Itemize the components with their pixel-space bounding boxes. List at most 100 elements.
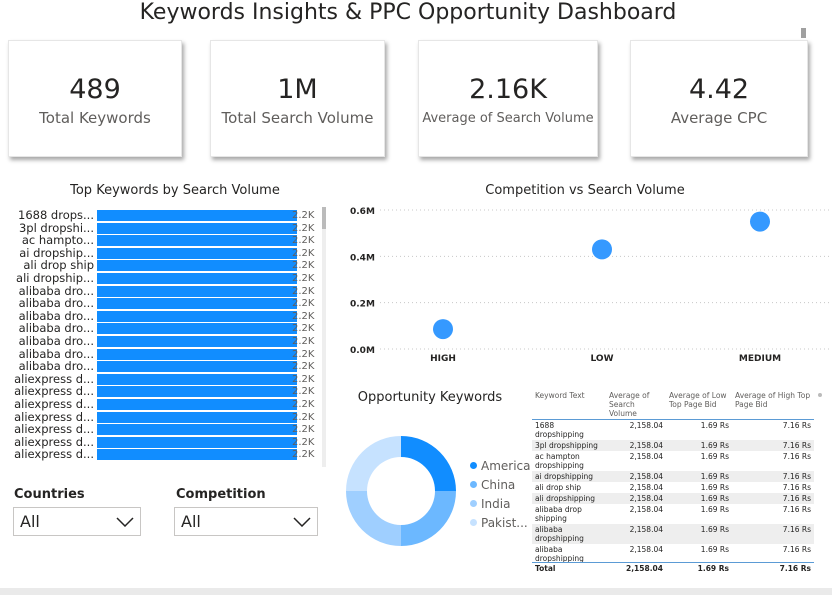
bar-row[interactable]: aliexpress d... 2.2K: [10, 371, 320, 386]
table-row[interactable]: alibaba dropshipping 2,158.04 1.69 Rs 7.16 …: [532, 524, 814, 544]
column-header[interactable]: Keyword Text: [532, 390, 606, 420]
column-header[interactable]: Average of High Top Page Bid: [732, 390, 814, 420]
table-cell: 7.16 Rs: [732, 471, 814, 482]
legend-item[interactable]: America: [470, 456, 531, 475]
table-row[interactable]: ali dropshipping 2,158.04 1.69 Rs 7.16 Rs: [532, 493, 814, 504]
table-row[interactable]: alibaba drop shipping 2,158.04 1.69 Rs 7.16…: [532, 504, 814, 524]
kpi-value: 4.42: [688, 74, 750, 105]
table-cell: 1.69 Rs: [700, 545, 729, 554]
bar-label: aliexpress d...: [14, 371, 94, 386]
bar-data-label: 2.2K: [292, 285, 315, 297]
bar[interactable]: [97, 222, 297, 234]
bar-row[interactable]: alibaba dro... 2.2K: [10, 297, 320, 310]
table-row[interactable]: ali drop ship 2,158.04 1.69 Rs 7.16 Rs: [532, 482, 814, 493]
table-row[interactable]: ai dropshipping 2,158.04 1.69 Rs 7.16 Rs: [532, 471, 814, 482]
bar[interactable]: [97, 210, 297, 221]
bar-row[interactable]: 1688 drops... 2.2K: [10, 209, 320, 221]
donut-slice[interactable]: [346, 436, 401, 491]
bar[interactable]: [97, 449, 297, 461]
bar-row[interactable]: ali dropship... 2.2K: [10, 272, 320, 284]
scrollbar-thumb[interactable]: [801, 28, 806, 38]
table-row[interactable]: ac hampton dropshipping 2,158.04 1.69 Rs 7.…: [532, 451, 814, 471]
total-value: 1.69 Rs: [666, 562, 732, 574]
y-tick-label: 0.6M: [350, 207, 375, 217]
legend-item[interactable]: India: [470, 494, 531, 513]
bar-row[interactable]: aliexpress d... 2.2K: [10, 386, 320, 398]
bar-label: aliexpress d...: [14, 434, 94, 449]
bar-chart-scrollbar[interactable]: [322, 207, 326, 467]
bar-data-label: 2.2K: [292, 399, 315, 410]
legend-dot-icon: [470, 519, 477, 526]
bar[interactable]: [97, 247, 297, 259]
competition-slicer-label: Competition: [176, 487, 266, 502]
table-row[interactable]: 3pl dropshipping 2,158.04 1.69 Rs 7.16 Rs: [532, 440, 814, 451]
kpi-card-total-keywords: 489 Total Keywords: [8, 40, 182, 157]
legend-dot-icon: [470, 481, 477, 488]
scatter-point[interactable]: [592, 239, 612, 260]
bar-row[interactable]: aliexpress d... 2.2K: [10, 423, 320, 436]
column-header[interactable]: Average of Search Volume: [606, 390, 666, 420]
bar[interactable]: [97, 235, 297, 247]
bar-label: alibaba dro...: [18, 308, 94, 323]
bar[interactable]: [97, 424, 297, 436]
y-tick-label: 0.4M: [350, 253, 375, 263]
competition-dropdown[interactable]: All: [174, 507, 318, 536]
column-header[interactable]: Average of Low Top Page Bid: [666, 390, 732, 420]
bar-row[interactable]: 3pl dropshi... 2.2K: [10, 222, 320, 234]
legend-item[interactable]: Pakist...: [470, 513, 531, 532]
bar-row[interactable]: alibaba dro... 2.2K: [10, 360, 320, 373]
bar-row[interactable]: ali drop ship 2.2K: [10, 258, 320, 273]
bar-row[interactable]: ai dropship... 2.2K: [10, 247, 320, 259]
bar-data-label: 2.2K: [292, 298, 315, 310]
table-cell: ac hampton dropshipping: [535, 452, 584, 470]
bar-row[interactable]: aliexpress d... 2.2K: [10, 409, 320, 424]
bar-data-label: 2.2K: [292, 210, 315, 221]
bar[interactable]: [97, 386, 297, 398]
bar[interactable]: [97, 323, 297, 335]
x-tick-label: HIGH: [430, 354, 456, 364]
bar-label: ali drop ship: [23, 258, 94, 273]
kpi-label: Total Search Volume: [221, 109, 374, 127]
bar-row[interactable]: aliexpress d... 2.2K: [10, 449, 320, 461]
bar-row[interactable]: alibaba dro... 2.2K: [10, 348, 320, 360]
countries-dropdown[interactable]: All: [13, 507, 141, 536]
donut-slice[interactable]: [401, 436, 456, 491]
bar[interactable]: [97, 260, 297, 272]
bar-row[interactable]: alibaba dro... 2.2K: [10, 335, 320, 347]
scatter-point[interactable]: [750, 211, 770, 232]
bar[interactable]: [97, 411, 297, 423]
bar[interactable]: [97, 273, 297, 284]
bar-label: aliexpress d...: [14, 397, 94, 411]
table-cell: 2,158.04: [629, 483, 663, 492]
bar[interactable]: [97, 310, 297, 322]
bar-row[interactable]: aliexpress d... 2.2K: [10, 434, 320, 449]
bar[interactable]: [97, 361, 297, 373]
table-cell: 1.69 Rs: [666, 471, 732, 482]
bar-label: aliexpress d...: [14, 409, 94, 424]
table-cell: 2,158.04: [629, 421, 663, 430]
legend-item[interactable]: China: [470, 475, 531, 494]
bar[interactable]: [97, 348, 297, 360]
competition-scatter-chart: 0.0M 0.2M 0.4M 0.6M HIGH LOW MEDIUM: [350, 207, 830, 364]
bar-row[interactable]: ac hampto... 2.2K: [10, 233, 320, 248]
donut-slice[interactable]: [346, 491, 401, 546]
bar[interactable]: [97, 336, 297, 347]
bar[interactable]: [97, 373, 297, 385]
donut-slice[interactable]: [401, 491, 456, 546]
bar-row[interactable]: aliexpress d... 2.2K: [10, 397, 320, 411]
bar[interactable]: [97, 399, 297, 410]
table-row[interactable]: alibaba dropshipping 2,158.04 1.69 Rs 7.16 …: [532, 544, 814, 564]
bar[interactable]: [97, 298, 297, 310]
bar-row[interactable]: alibaba dro... 2.2K: [10, 285, 320, 297]
scatter-point[interactable]: [433, 319, 453, 340]
table-scroll-indicator[interactable]: [818, 393, 822, 397]
bar-row[interactable]: alibaba dro... 2.2K: [10, 323, 320, 335]
bar[interactable]: [97, 436, 297, 448]
x-tick-label: LOW: [591, 354, 614, 364]
table-cell: 7.16 Rs: [732, 493, 814, 504]
chevron-down-icon: [293, 512, 311, 531]
table-row[interactable]: 1688 dropshipping 2,158.04 1.69 Rs 7.16 Rs: [532, 420, 814, 441]
bar-row[interactable]: alibaba dro... 2.2K: [10, 308, 320, 323]
bar-label: ac hampto...: [21, 233, 94, 248]
bar[interactable]: [97, 285, 297, 297]
